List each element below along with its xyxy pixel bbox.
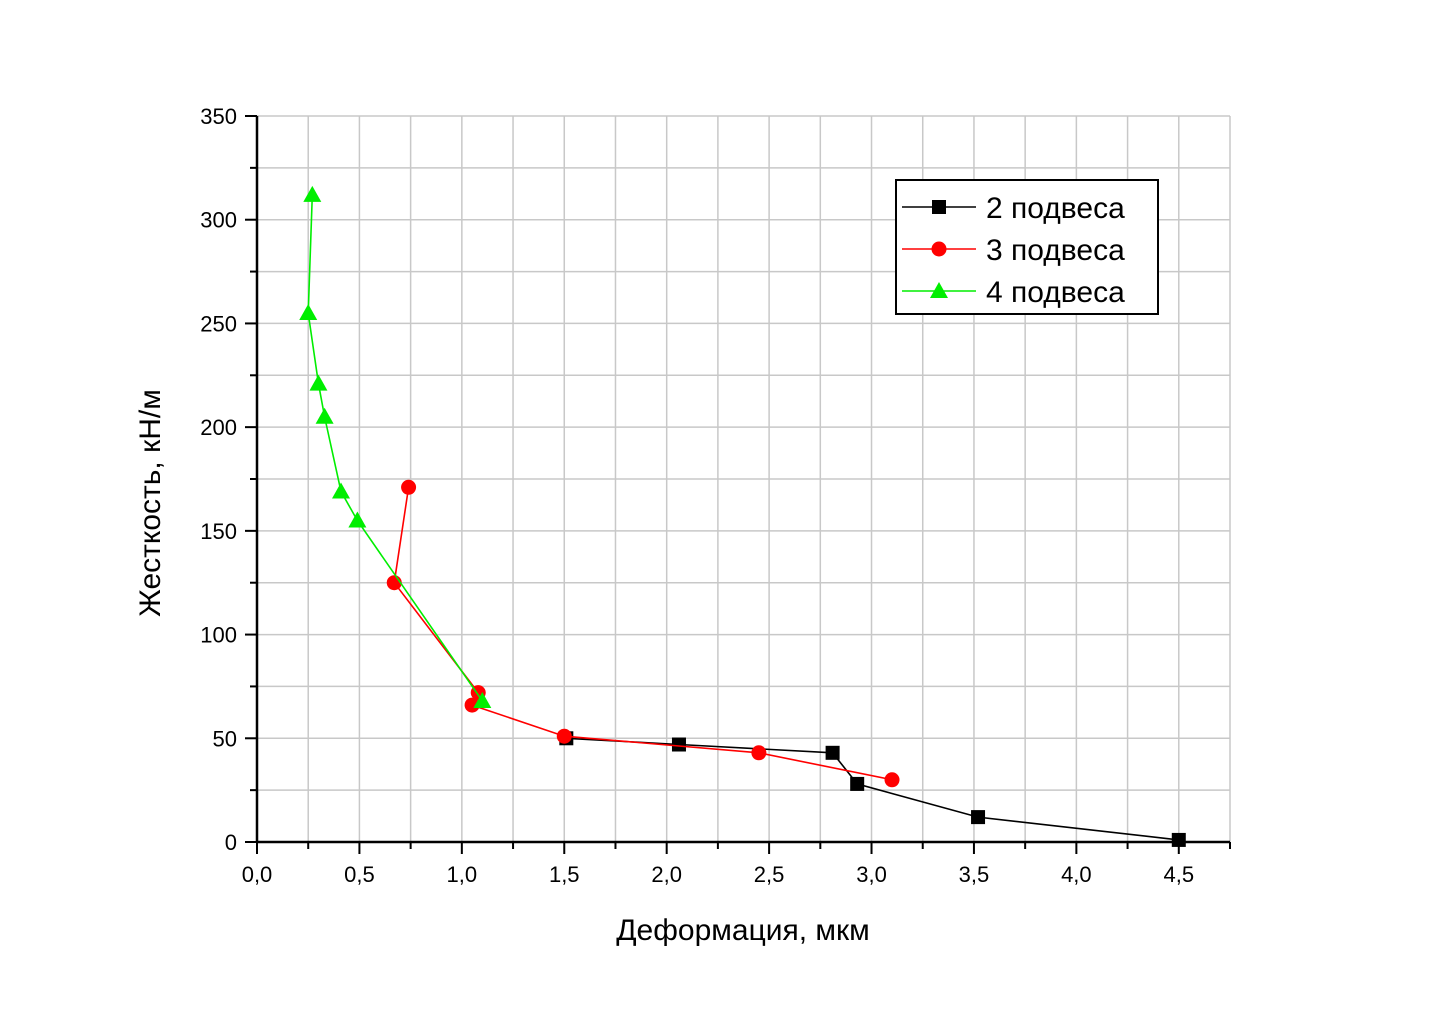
series-line <box>307 194 483 702</box>
legend-item: 4 подвеса <box>902 276 1125 309</box>
x-tick-label: 4,0 <box>1061 862 1092 887</box>
x-tick-label: 1,0 <box>447 862 478 887</box>
y-tick-label: 350 <box>200 104 237 129</box>
data-point <box>299 304 318 321</box>
x-tick-label: 1,5 <box>549 862 580 887</box>
y-tick-label: 300 <box>200 208 237 233</box>
x-tick-label: 4,5 <box>1163 862 1194 887</box>
data-point <box>331 482 350 499</box>
series-line <box>566 737 1179 841</box>
data-point <box>464 697 480 713</box>
y-axis-title: Жесткость, кН/м <box>134 389 167 617</box>
x-axis-title: Деформация, мкм <box>616 914 870 947</box>
legend-label: 4 подвеса <box>986 276 1125 309</box>
series <box>299 185 1186 847</box>
x-tick-label: 0,5 <box>344 862 375 887</box>
data-point <box>401 479 417 495</box>
data-point <box>473 691 492 708</box>
legend-item: 3 подвеса <box>902 234 1125 267</box>
data-point <box>825 745 840 760</box>
data-point <box>556 728 572 744</box>
y-tick-label: 150 <box>200 519 237 544</box>
y-tick-label: 50 <box>213 726 237 751</box>
data-point <box>971 810 986 825</box>
data-point <box>671 737 686 752</box>
y-tick-label: 100 <box>200 623 237 648</box>
series-1 <box>559 731 1186 847</box>
legend-marker <box>931 241 947 257</box>
data-point <box>348 511 367 528</box>
data-point <box>309 374 328 391</box>
x-tick-label: 0,0 <box>242 862 273 887</box>
data-point <box>315 407 334 424</box>
data-point <box>1171 832 1186 847</box>
legend-item: 2 подвеса <box>902 192 1125 225</box>
series-2 <box>386 479 900 788</box>
data-point <box>850 776 865 791</box>
legend-marker <box>932 200 946 214</box>
legend-label: 3 подвеса <box>986 234 1125 267</box>
x-tick-label: 2,5 <box>754 862 785 887</box>
y-tick-label: 250 <box>200 311 237 336</box>
y-tick-label: 200 <box>200 415 237 440</box>
x-tick-label: 3,0 <box>856 862 887 887</box>
data-point <box>303 185 322 202</box>
data-point <box>751 745 767 761</box>
series-3 <box>299 185 492 708</box>
legend: 2 подвеса 3 подвеса 4 подвеса <box>895 179 1159 315</box>
legend-label: 2 подвеса <box>986 192 1125 225</box>
data-point <box>884 772 900 788</box>
y-tick-label: 0 <box>225 830 237 855</box>
x-tick-label: 3,5 <box>959 862 990 887</box>
ticks: 0,0 0,5 1,0 1,5 2,0 2,5 3,0 3,5 4,0 4,5 0 50 100 150 2… <box>200 104 1231 887</box>
legend-marker <box>930 282 948 298</box>
x-tick-label: 2,0 <box>651 862 682 887</box>
